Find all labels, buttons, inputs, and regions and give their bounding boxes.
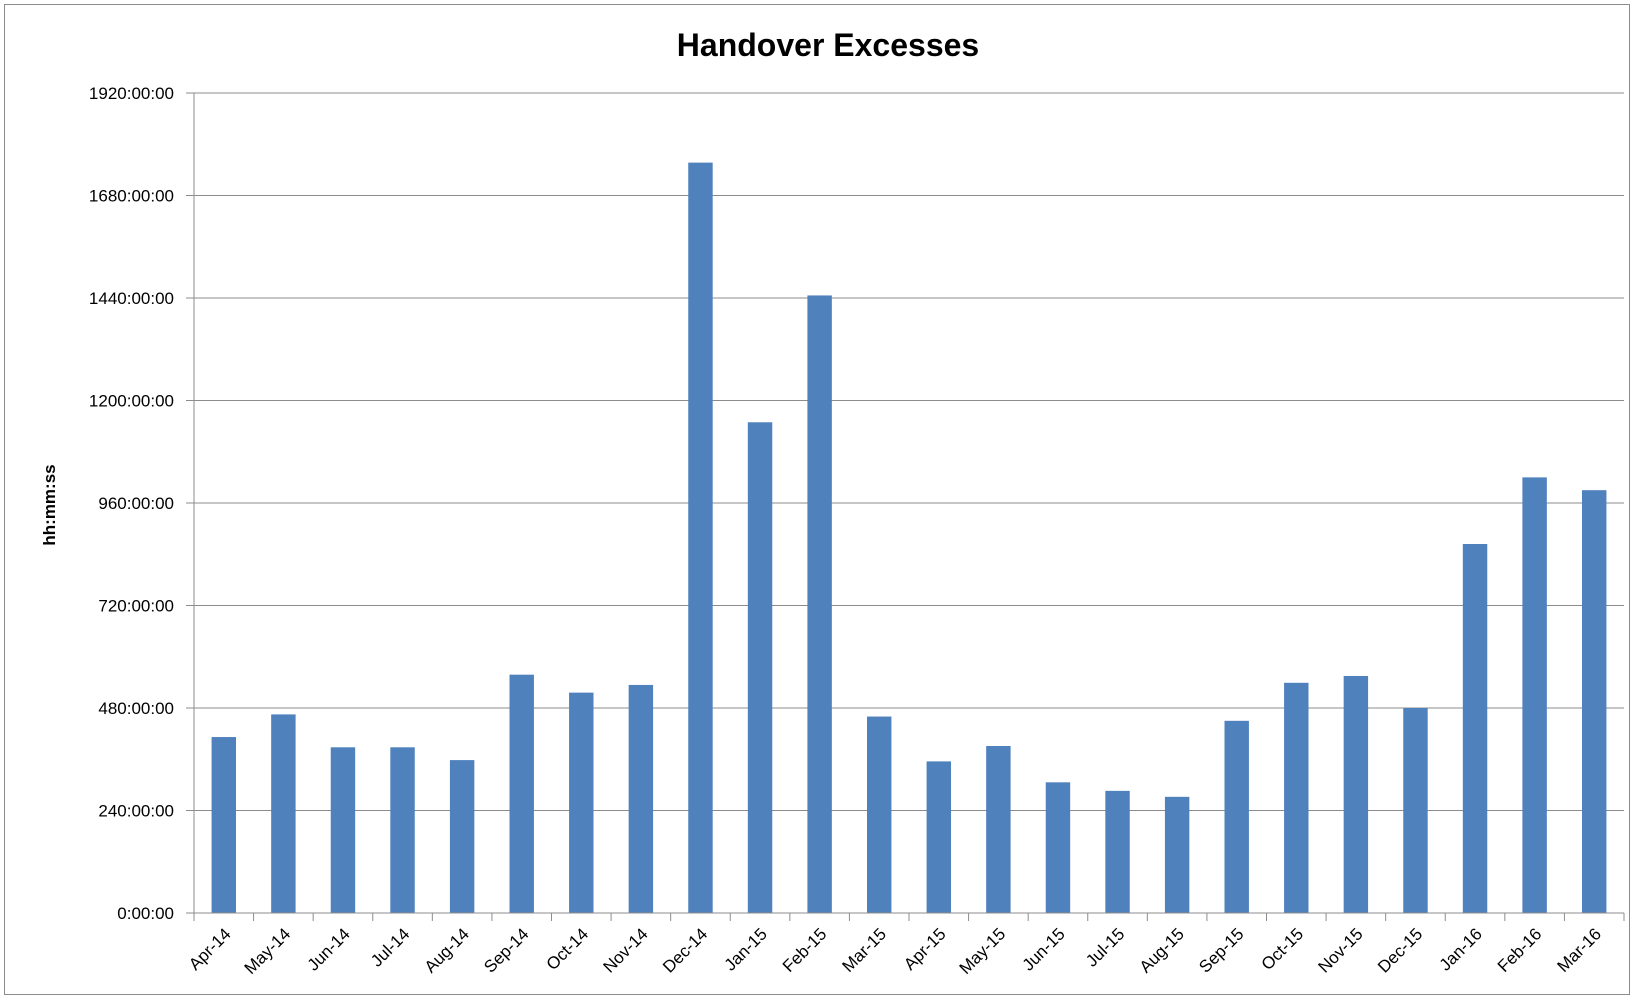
bar [986,746,1011,913]
bar [449,760,475,913]
y-tick-label: 240:00:00 [98,802,174,821]
chart-title: Handover Excesses [677,27,979,63]
bar [509,674,534,913]
x-tick-label: May-14 [241,924,295,978]
bar [1522,477,1547,913]
x-tick-label: Mar-16 [1554,924,1606,976]
y-axis-label: hh:mm:ss [40,464,59,545]
x-tick-label: Feb-16 [1494,924,1546,976]
x-tick-label: Feb-15 [779,924,831,976]
y-tick-label: 960:00:00 [98,494,174,513]
x-tick-label: Oct-14 [543,924,593,974]
x-tick-label: Apr-15 [900,924,950,974]
x-tick-label: Oct-15 [1258,924,1308,974]
x-tick-label: May-15 [956,924,1010,978]
bar [1105,790,1130,913]
y-tick-label: 0:00:00 [117,904,174,923]
x-tick-label: Aug-15 [1136,924,1188,976]
y-tick-label: 1440:00:00 [89,289,174,308]
x-tick-label: Sep-15 [1195,924,1247,976]
bar [866,716,892,913]
x-tick-label: Mar-15 [839,924,891,976]
bar [211,737,237,913]
x-axis-ticks: Apr-14 May-14 Jun-14 Jul-14 Aug-14 Sep-14 Oct-… [185,913,1625,978]
bar [1403,708,1428,913]
y-axis-ticks: 0:00:00 240:00:00 480:00:00 720:00:00 960:00… [89,84,194,923]
gridlines [194,92,1624,811]
x-tick-label: Jul-14 [367,924,413,970]
bar [1045,782,1071,913]
y-tick-label: 1200:00:00 [89,392,174,411]
bar [390,747,415,913]
x-tick-label: Nov-15 [1315,924,1367,976]
x-tick-label: Apr-14 [185,924,235,974]
bar [807,295,832,913]
y-tick-label: 1680:00:00 [89,187,174,206]
x-tick-label: Jan-16 [1436,924,1486,974]
bar [569,692,594,913]
x-tick-label: Dec-14 [659,924,711,976]
y-tick-label: 720:00:00 [98,597,174,616]
bars [211,162,1607,914]
x-tick-label: Dec-15 [1374,924,1426,976]
x-tick-label: Sep-14 [480,924,532,976]
x-tick-label: Nov-14 [600,924,652,976]
bar [747,422,773,913]
bar [1284,682,1309,913]
bar [271,714,296,913]
y-tick-label: 480:00:00 [98,699,174,718]
x-tick-label: Jul-15 [1082,924,1128,970]
x-tick-label: Jun-15 [1019,924,1069,974]
bar [628,684,654,913]
bar [1224,720,1249,913]
bar [1343,675,1369,913]
bar [1462,544,1488,913]
x-tick-label: Jun-14 [304,924,354,974]
bar [1581,490,1607,913]
x-tick-label: Jan-15 [721,924,771,974]
bar [330,747,356,913]
bar [1164,796,1190,913]
bar [926,761,952,913]
x-tick-label: Aug-14 [421,924,473,976]
y-tick-label: 1920:00:00 [89,84,174,103]
bar [688,162,713,914]
